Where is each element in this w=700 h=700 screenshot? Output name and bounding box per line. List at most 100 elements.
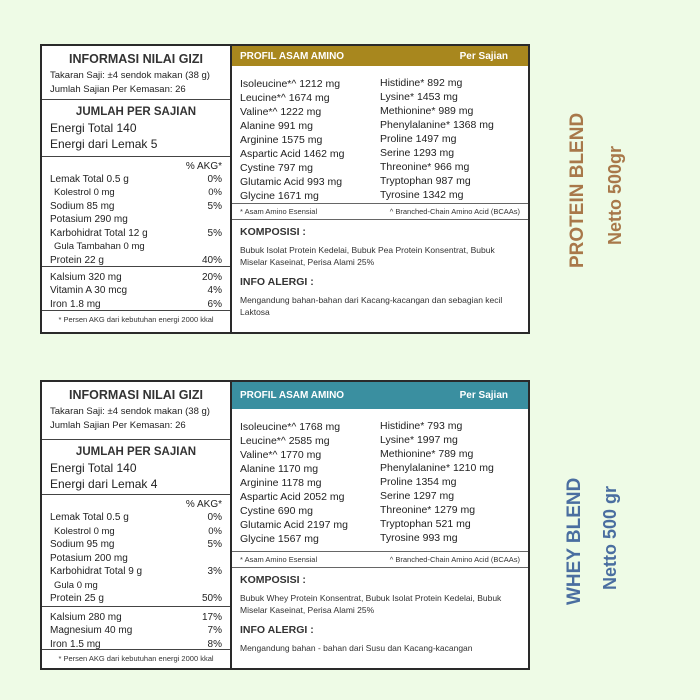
net-weight: Netto 500 gr bbox=[600, 485, 620, 590]
amino-profile: PROFIL ASAM AMINO Per Sajian Isoleucine*^… bbox=[232, 46, 528, 332]
amino-item: Alanine 991 mg bbox=[240, 120, 313, 132]
nutrient-label: Potasium 290 mg bbox=[50, 214, 128, 226]
footnote-section: * Persen AKG dari kebutuhan energi 2000 … bbox=[42, 311, 230, 332]
allergy-title: INFO ALERGI : bbox=[240, 276, 314, 288]
amino-header: PROFIL ASAM AMINO Per Sajian bbox=[232, 46, 528, 66]
amino-header: PROFIL ASAM AMINO Per Sajian bbox=[232, 382, 528, 409]
mineral-akg: 8% bbox=[207, 638, 222, 650]
nutrient-akg: 5% bbox=[207, 227, 222, 239]
akg-header: % AKG* bbox=[185, 499, 222, 510]
amino-item: Serine 1297 mg bbox=[380, 489, 455, 502]
nutrient-row: Potasium 200 mg bbox=[50, 552, 222, 566]
serving-size: Takaran Saji: ±4 sendok makan (38 g) bbox=[50, 406, 210, 417]
nutrient-row: Protein 25 g 50% bbox=[50, 592, 222, 606]
mineral-akg: 17% bbox=[201, 611, 222, 623]
energy-fat: Energi dari Lemak 5 bbox=[50, 137, 158, 152]
amino-profile: PROFIL ASAM AMINO Per Sajian Isoleucine*^… bbox=[232, 382, 528, 668]
amino-item: Threonine* 966 mg bbox=[380, 161, 470, 173]
composition-title: KOMPOSISI : bbox=[240, 226, 306, 238]
composition-text: Bubuk Whey Protein Konsentrat, Bubuk Iso… bbox=[240, 593, 502, 615]
nutrients-section: % AKG* Lemak Total 0.5 g 0% Kolestrol 0 mg 0… bbox=[42, 157, 230, 267]
allergy-text: Mengandung bahan-bahan dari Kacang-kacan… bbox=[240, 295, 503, 317]
nutrient-label: Kolestrol 0 mg bbox=[54, 187, 115, 199]
mineral-akg: 6% bbox=[207, 298, 222, 310]
composition-section: KOMPOSISI : Bubuk Isolat Protein Kedelai… bbox=[232, 220, 528, 332]
bcaa-note: ^ Branched-Chain Amino Acid (BCAAs) bbox=[389, 207, 520, 216]
mineral-row: Magnesium 40 mg 7% bbox=[50, 624, 222, 638]
nutrient-label: Sodium 95 mg bbox=[50, 539, 115, 550]
mineral-label: Kalsium 280 mg bbox=[50, 611, 122, 623]
composition-text: Bubuk Isolat Protein Kedelai, Bubuk Pea … bbox=[240, 245, 495, 267]
product-panel: INFORMASI NILAI GIZI Takaran Saji: ±4 se… bbox=[40, 44, 530, 334]
nutrient-akg: 5% bbox=[207, 200, 222, 212]
mineral-label: Vitamin A 30 mcg bbox=[50, 285, 128, 297]
nutrient-row: Potasium 290 mg bbox=[50, 213, 222, 227]
nutrient-akg: 0% bbox=[208, 525, 222, 537]
serving-section: INFORMASI NILAI GIZI Takaran Saji: ±4 se… bbox=[42, 46, 230, 101]
energy-total: Energi Total 140 bbox=[50, 461, 137, 476]
amino-list: Isoleucine*^ 1768 mg Leucine*^ 2585 mg Val… bbox=[232, 409, 528, 552]
nutrient-akg: 0% bbox=[207, 512, 222, 523]
nutrient-label: Karbohidrat Total 12 g bbox=[50, 227, 148, 239]
nutrient-label: Protein 22 g bbox=[50, 254, 104, 266]
amino-title: PROFIL ASAM AMINO bbox=[240, 50, 345, 62]
amino-item: Tyrosine 1342 mg bbox=[380, 189, 464, 201]
akg-footnote: * Persen AKG dari kebutuhan energi 2000 … bbox=[58, 314, 214, 324]
energy-section: JUMLAH PER SAJIAN Energi Total 140 Energ… bbox=[42, 100, 230, 157]
amino-notes: * Asam Amino Esensial ^ Branched-Chain Am… bbox=[232, 552, 528, 568]
mineral-row: Kalsium 280 mg 17% bbox=[50, 611, 222, 625]
per-serving-title: JUMLAH PER SAJIAN bbox=[75, 106, 197, 119]
mineral-label: Magnesium 40 mg bbox=[50, 625, 133, 636]
amino-item: Phenylalanine* 1210 mg bbox=[380, 461, 494, 474]
amino-item: Tryptophan 521 mg bbox=[380, 517, 471, 530]
amino-item: Aspartic Acid 1462 mg bbox=[240, 148, 345, 160]
nutrient-label: Lemak Total 0.5 g bbox=[50, 512, 129, 523]
servings-per-pack: Jumlah Sajian Per Kemasan: 26 bbox=[50, 420, 186, 431]
amino-item: Isoleucine*^ 1768 mg bbox=[240, 420, 341, 433]
amino-item: Leucine*^ 2585 mg bbox=[240, 434, 330, 447]
nutrient-row: Lemak Total 0.5 g 0% bbox=[50, 173, 222, 187]
akg-header: % AKG* bbox=[185, 160, 222, 172]
product-panel: INFORMASI NILAI GIZI Takaran Saji: ±4 se… bbox=[40, 380, 530, 670]
amino-item: Arginine 1178 mg bbox=[240, 476, 322, 489]
nutrient-akg: 5% bbox=[207, 539, 222, 550]
akg-footnote: * Persen AKG dari kebutuhan energi 2000 … bbox=[58, 653, 214, 663]
amino-item: Valine*^ 1770 mg bbox=[240, 448, 322, 461]
nutrition-facts: INFORMASI NILAI GIZI Takaran Saji: ±4 se… bbox=[42, 382, 232, 668]
amino-item: Glutamic Acid 2197 mg bbox=[240, 518, 348, 531]
amino-item: Serine 1293 mg bbox=[380, 147, 455, 159]
mineral-akg: 4% bbox=[207, 285, 222, 297]
mineral-akg: 20% bbox=[201, 271, 222, 283]
allergy-text: Mengandung bahan - bahan dari Susu dan K… bbox=[240, 643, 473, 653]
nutrient-label: Potasium 200 mg bbox=[50, 552, 128, 564]
amino-item: Aspartic Acid 2052 mg bbox=[240, 490, 345, 503]
composition-section: KOMPOSISI : Bubuk Whey Protein Konsentra… bbox=[232, 568, 528, 668]
nutrient-label: Gula Tambahan 0 mg bbox=[54, 241, 145, 253]
mineral-label: Iron 1.8 mg bbox=[50, 298, 101, 310]
amino-column-left: Isoleucine*^ 1212 mg Leucine*^ 1674 mg Val… bbox=[240, 77, 380, 203]
nutrient-akg: 50% bbox=[201, 593, 222, 604]
serving-size: Takaran Saji: ±4 sendok makan (38 g) bbox=[50, 70, 210, 81]
nutrient-label: Lemak Total 0.5 g bbox=[50, 173, 129, 185]
footnote-section: * Persen AKG dari kebutuhan energi 2000 … bbox=[42, 650, 230, 669]
nutrient-akg: 0% bbox=[207, 173, 222, 185]
per-serving-label: Per Sajian bbox=[459, 50, 508, 62]
amino-item: Lysine* 1997 mg bbox=[380, 433, 458, 446]
amino-column-right: Histidine* 793 mg Lysine* 1997 mg Methioni… bbox=[380, 419, 520, 551]
amino-item: Leucine*^ 1674 mg bbox=[240, 92, 330, 104]
nutrient-row: Gula 0 mg bbox=[50, 579, 222, 593]
nutrient-row: Karbohidrat Total 9 g 3% bbox=[50, 565, 222, 579]
amino-list: Isoleucine*^ 1212 mg Leucine*^ 1674 mg Val… bbox=[232, 66, 528, 204]
per-serving-title: JUMLAH PER SAJIAN bbox=[75, 446, 197, 459]
nutrient-row: Karbohidrat Total 12 g 5% bbox=[50, 227, 222, 241]
minerals-section: Kalsium 320 mg 20% Vitamin A 30 mcg 4% Iron … bbox=[42, 267, 230, 311]
bcaa-note: ^ Branched-Chain Amino Acid (BCAAs) bbox=[389, 555, 520, 564]
amino-notes: * Asam Amino Esensial ^ Branched-Chain Am… bbox=[232, 204, 528, 220]
nutrition-facts: INFORMASI NILAI GIZI Takaran Saji: ±4 se… bbox=[42, 46, 232, 332]
nutrition-title: INFORMASI NILAI GIZI bbox=[68, 52, 204, 66]
amino-item: Tyrosine 993 mg bbox=[380, 531, 458, 544]
amino-item: Proline 1497 mg bbox=[380, 133, 457, 145]
amino-item: Alanine 1170 mg bbox=[240, 462, 319, 475]
nutrient-label: Karbohidrat Total 9 g bbox=[50, 566, 143, 577]
serving-section: INFORMASI NILAI GIZI Takaran Saji: ±4 se… bbox=[42, 382, 230, 441]
